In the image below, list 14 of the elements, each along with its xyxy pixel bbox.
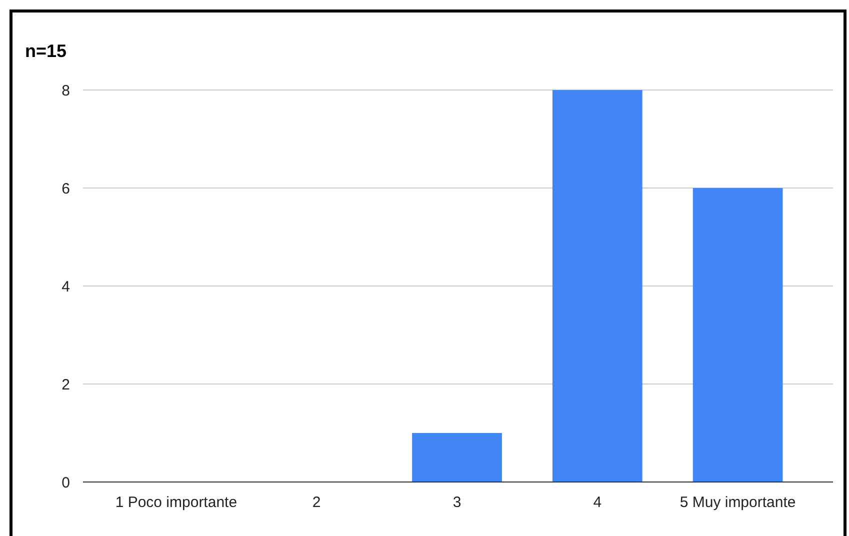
y-tick-label: 0 (62, 474, 70, 492)
x-tick-label: 5 Muy importante (680, 494, 796, 511)
y-tick-label: 6 (62, 180, 70, 198)
x-tick-label: 4 (593, 494, 602, 511)
y-tick-label: 8 (62, 82, 70, 100)
x-tick-label: 1 Poco importante (115, 494, 238, 511)
y-tick-label: 4 (62, 278, 70, 296)
bar (552, 90, 642, 482)
chart-title: n=15 (25, 41, 67, 61)
y-tick-label: 2 (62, 376, 70, 394)
x-tick-label: 3 (452, 494, 462, 511)
bar (412, 433, 502, 482)
x-tick-label: 2 (312, 494, 321, 511)
bar (692, 188, 783, 482)
